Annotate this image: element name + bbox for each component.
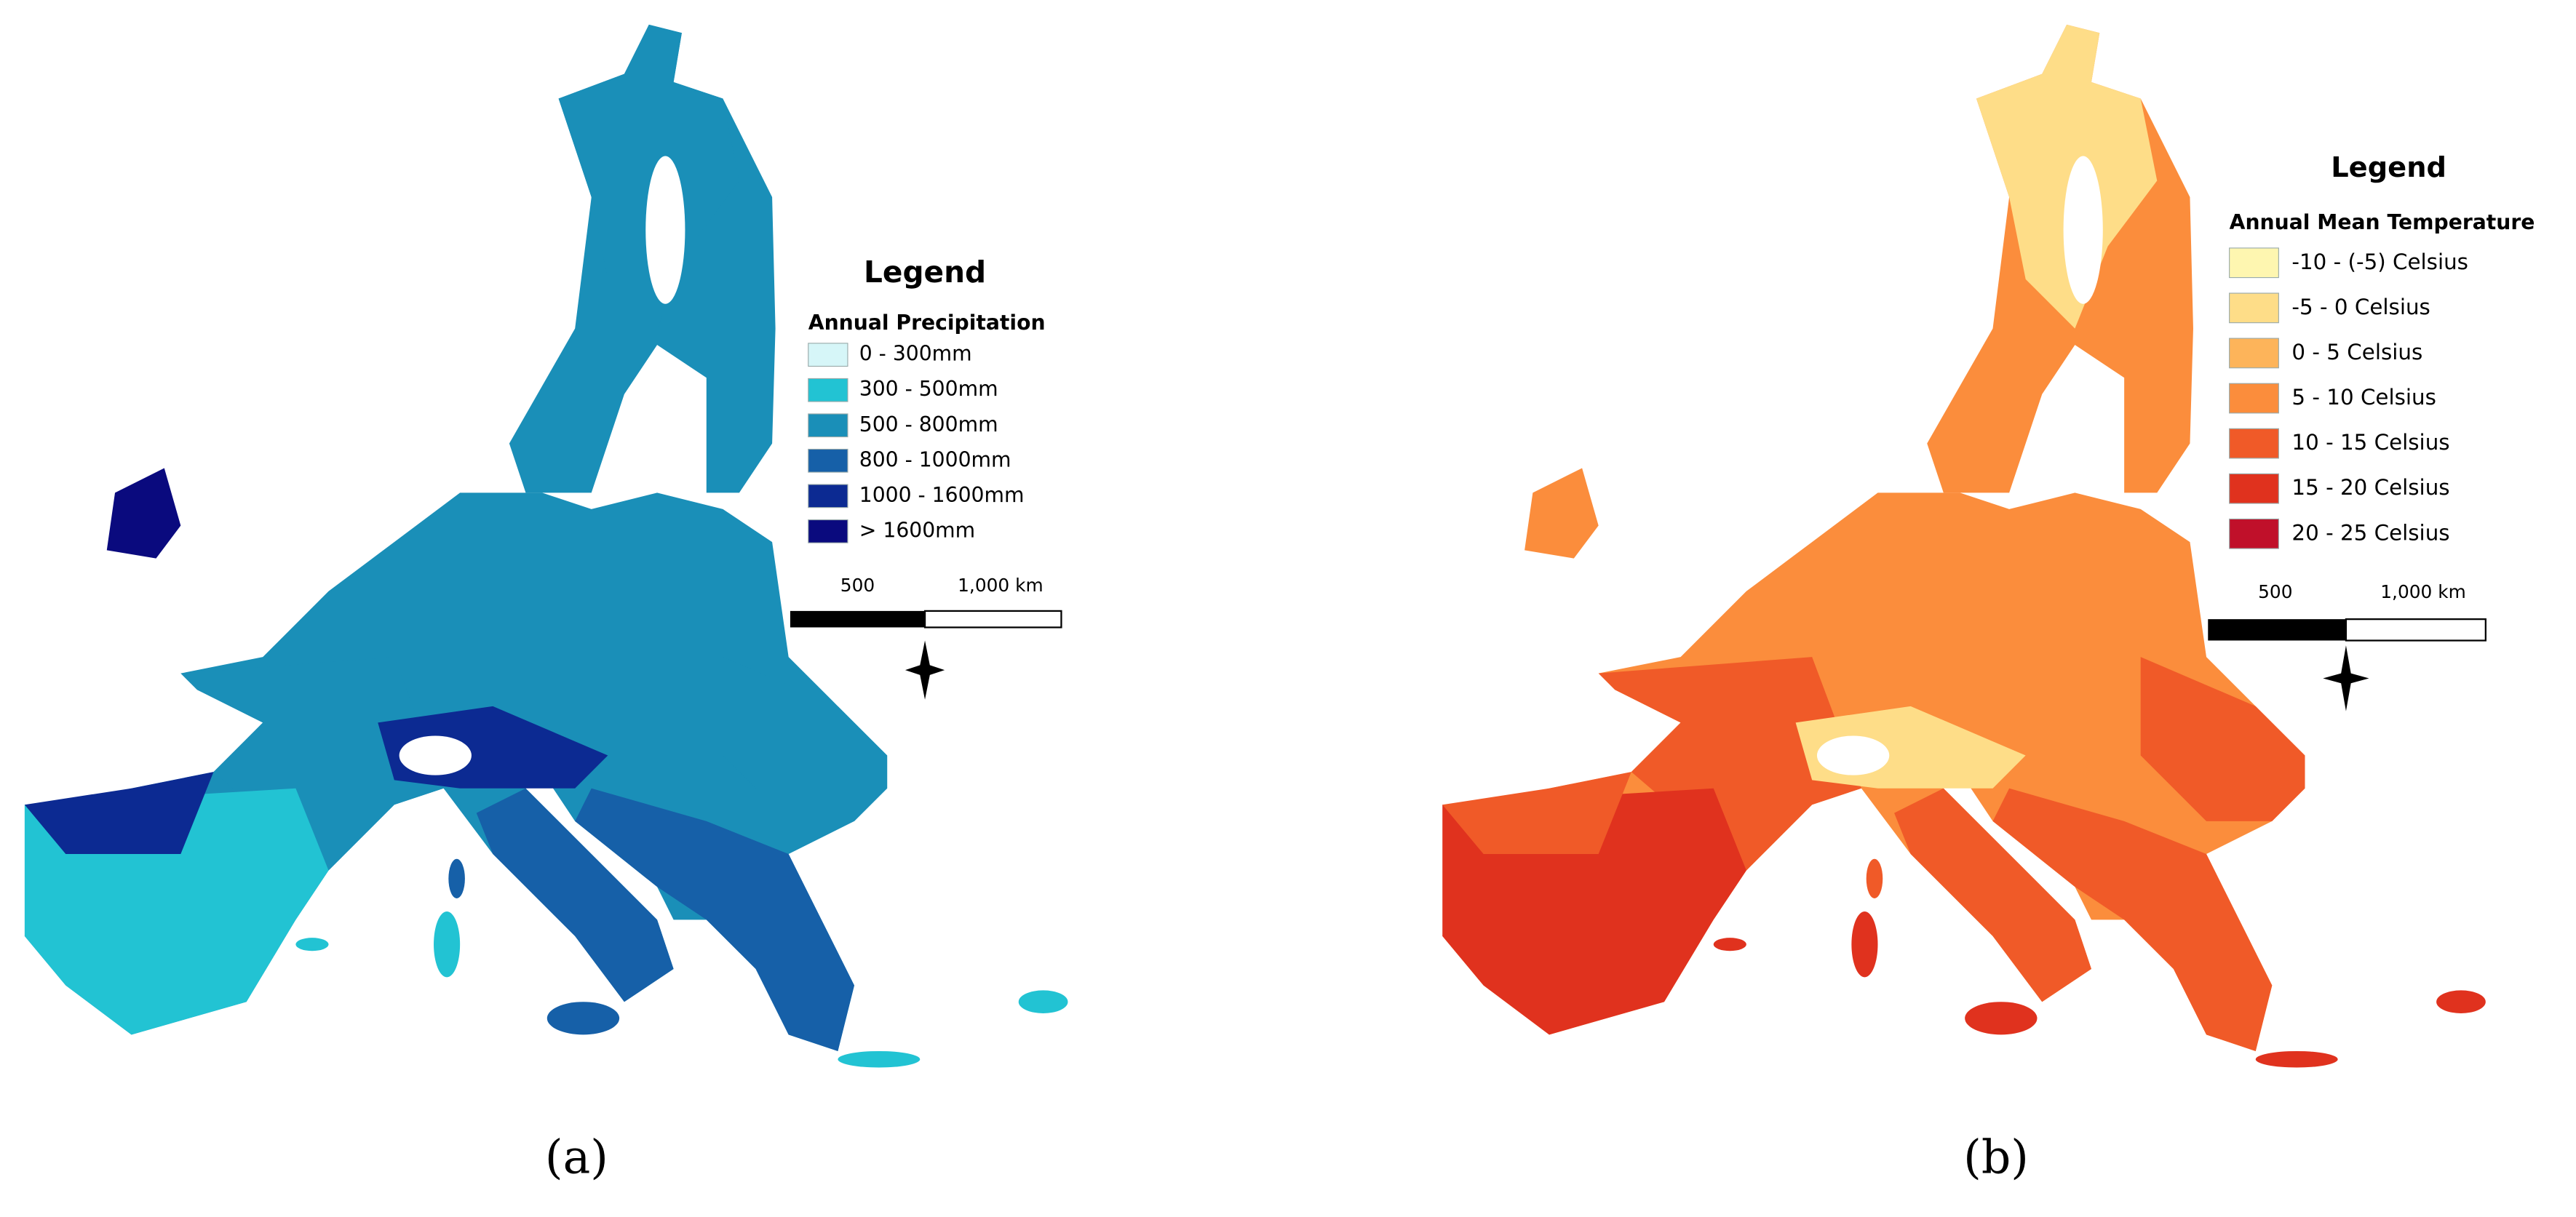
legend-swatch — [808, 378, 848, 402]
legend-title: Legend — [864, 255, 986, 290]
legend-swatch — [2229, 428, 2279, 459]
scale-bar-white — [923, 610, 1062, 629]
region — [1018, 990, 1068, 1014]
region — [1816, 735, 1890, 775]
legend-label: 0 - 300mm — [859, 342, 972, 366]
region — [2255, 1050, 2338, 1068]
region — [1992, 788, 2273, 1051]
legend-swatch — [2229, 518, 2279, 549]
region — [558, 24, 739, 329]
legend-label: 15 - 20 Celsius — [2291, 475, 2449, 500]
legend-label: 1000 - 1600mm — [859, 483, 1025, 507]
legend-swatch — [2229, 383, 2279, 414]
panel-label: (b) — [1963, 1130, 2029, 1184]
legend-label: -10 - (-5) Celsius — [2291, 250, 2468, 274]
region — [2436, 990, 2486, 1014]
legend-label: 800 - 1000mm — [859, 447, 1011, 471]
north-star — [905, 640, 945, 700]
region — [448, 858, 465, 898]
region — [838, 1050, 921, 1068]
legend-swatch — [2229, 473, 2279, 504]
region — [2140, 657, 2305, 821]
legend-subtitle: Annual Mean Temperature — [2230, 210, 2535, 234]
map-temperature — [1442, 24, 2486, 1068]
scale-label: 1,000 km — [2380, 581, 2466, 602]
region — [1524, 468, 1599, 559]
region — [1851, 911, 1878, 978]
region — [723, 657, 888, 821]
scale-bar-white — [2345, 618, 2486, 642]
legend-label: 5 - 10 Celsius — [2291, 385, 2436, 410]
legend-swatch — [2229, 292, 2279, 324]
legend-swatch — [808, 484, 848, 508]
region — [1965, 1002, 2038, 1035]
legend-label: 300 - 500mm — [859, 377, 998, 401]
panel-label: (a) — [545, 1130, 608, 1184]
region — [575, 788, 854, 1051]
map-precipitation — [24, 24, 1068, 1068]
region — [106, 468, 181, 559]
scale-label: 500 — [840, 575, 875, 596]
legend-swatch — [808, 413, 848, 438]
scale-label: 1,000 km — [958, 575, 1043, 596]
legend-label: 20 - 25 Celsius — [2291, 520, 2449, 545]
north-star — [2323, 645, 2369, 711]
region — [645, 156, 685, 304]
region — [1894, 788, 2091, 1002]
region — [546, 1002, 620, 1035]
region — [295, 938, 329, 951]
legend-label: 500 - 800mm — [859, 412, 998, 436]
region — [2063, 156, 2103, 304]
region — [1598, 657, 1861, 871]
region — [1976, 24, 2158, 329]
region — [1442, 772, 1631, 855]
legend-swatch — [2229, 338, 2279, 369]
legend-swatch — [2229, 247, 2279, 279]
legend-label: -5 - 0 Celsius — [2291, 295, 2430, 319]
region — [24, 772, 214, 855]
region — [434, 911, 461, 978]
region — [180, 657, 444, 871]
region — [399, 735, 472, 775]
legend-label: 10 - 15 Celsius — [2291, 430, 2449, 455]
region — [1866, 858, 1883, 898]
scale-label: 500 — [2258, 581, 2292, 602]
scale-bar-black — [790, 610, 926, 628]
legend-subtitle: Annual Precipitation — [808, 311, 1046, 335]
region — [1713, 938, 1746, 951]
legend-label: > 1600mm — [859, 518, 975, 542]
legend-swatch — [808, 448, 848, 473]
legend-title: Legend — [2331, 151, 2446, 184]
legend-swatch — [808, 343, 848, 367]
legend-swatch — [808, 519, 848, 543]
scale-bar-black — [2208, 619, 2346, 641]
legend-label: 0 - 5 Celsius — [2291, 340, 2422, 364]
region — [476, 788, 674, 1002]
